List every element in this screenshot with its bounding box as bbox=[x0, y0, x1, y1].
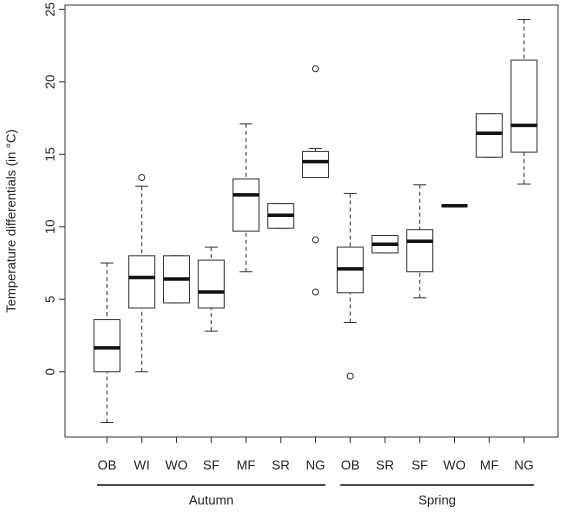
x-tick-label: SF bbox=[411, 457, 428, 472]
y-tick-label: 20 bbox=[42, 75, 57, 89]
y-tick-label: 25 bbox=[42, 2, 57, 16]
outlier bbox=[138, 174, 146, 182]
box bbox=[93, 319, 121, 373]
x-tick-label: NG bbox=[306, 457, 326, 472]
plot-frame bbox=[64, 4, 559, 438]
x-tick-label: WO bbox=[443, 457, 465, 472]
x-tick-label: SR bbox=[272, 457, 290, 472]
x-tick-label: OB bbox=[341, 457, 360, 472]
x-tick-label: WI bbox=[134, 457, 150, 472]
y-tick-label: 15 bbox=[42, 147, 57, 161]
x-tick-label: SF bbox=[203, 457, 220, 472]
y-tick-label: 0 bbox=[42, 368, 57, 375]
outlier bbox=[312, 65, 319, 73]
y-tick-label: 5 bbox=[42, 296, 57, 303]
outlier bbox=[312, 288, 319, 296]
x-tick-label: WO bbox=[165, 457, 187, 472]
group-label: Autumn bbox=[189, 492, 234, 507]
x-tick-label: MF bbox=[480, 457, 499, 472]
box bbox=[197, 259, 225, 309]
box bbox=[510, 59, 538, 153]
outlier bbox=[346, 372, 354, 380]
x-tick-label: OB bbox=[98, 457, 117, 472]
x-tick-label: SR bbox=[376, 457, 394, 472]
group-label: Spring bbox=[418, 492, 456, 507]
x-tick-label: NG bbox=[514, 457, 534, 472]
outlier bbox=[312, 236, 319, 244]
y-axis-label: Temperature differentials (in °C) bbox=[3, 129, 18, 312]
box bbox=[128, 255, 156, 309]
box bbox=[406, 229, 434, 273]
box bbox=[232, 178, 260, 232]
y-tick-label: 10 bbox=[42, 220, 57, 234]
box bbox=[302, 150, 329, 179]
x-tick-label: MF bbox=[237, 457, 256, 472]
box bbox=[475, 113, 503, 158]
